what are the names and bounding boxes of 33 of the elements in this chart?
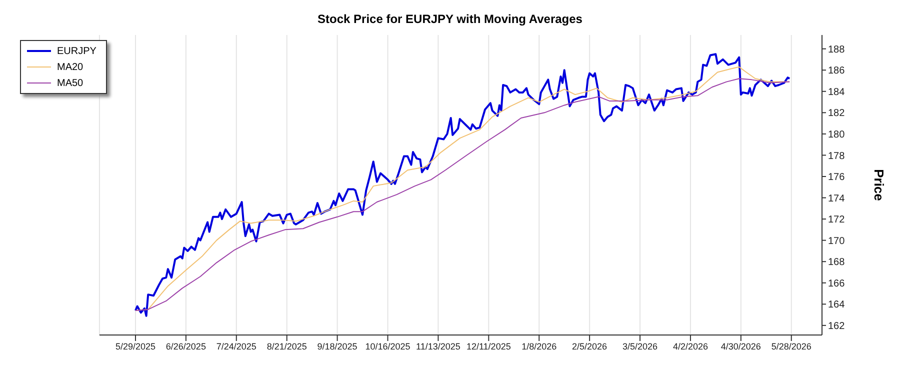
y-tick-label: 166 [828, 278, 846, 290]
x-tick-label: 4/2/2026 [672, 341, 708, 352]
x-tick-label: 12/11/2025 [466, 341, 511, 352]
y-tick-label: 168 [828, 257, 846, 268]
y-tick-label: 170 [828, 236, 846, 247]
x-tick-label: 10/16/2025 [365, 341, 410, 352]
legend-label: EURJPY [57, 46, 96, 56]
y-tick-label: 162 [828, 320, 846, 332]
legend-label: MA50 [57, 78, 84, 88]
x-tick-label: 1/8/2026 [522, 341, 557, 352]
y-tick-label: 180 [828, 129, 846, 140]
x-tick-label: 5/29/2025 [115, 341, 156, 352]
x-tick-label: 5/28/2026 [771, 341, 812, 352]
x-tick-label: 7/24/2025 [216, 341, 256, 352]
y-tick-label: 178 [828, 150, 846, 162]
x-tick-label: 3/5/2026 [622, 341, 658, 352]
y-tick-label: 184 [828, 86, 846, 98]
y-tick-label: 188 [828, 44, 846, 56]
y-tick-label: 186 [828, 66, 846, 77]
x-tick-label: 9/18/2025 [317, 341, 358, 352]
y-tick-label: 182 [828, 108, 846, 120]
y-tick-label: 164 [828, 300, 846, 311]
y-tick-label: 176 [828, 172, 846, 184]
x-tick-label: 2/5/2026 [572, 341, 608, 352]
y-axis-title: Price [871, 169, 886, 201]
y-tick-label: 174 [828, 193, 846, 204]
y-tick-label: 172 [828, 214, 846, 226]
x-tick-label: 6/26/2025 [166, 341, 206, 352]
x-tick-label: 8/21/2025 [266, 341, 307, 352]
chart-title: Stock Price for EURJPY with Moving Averages [316, 11, 584, 28]
x-tick-label: 11/13/2025 [416, 341, 460, 352]
x-tick-label: 4/30/2026 [720, 341, 761, 352]
legend-label: MA20 [57, 62, 84, 72]
